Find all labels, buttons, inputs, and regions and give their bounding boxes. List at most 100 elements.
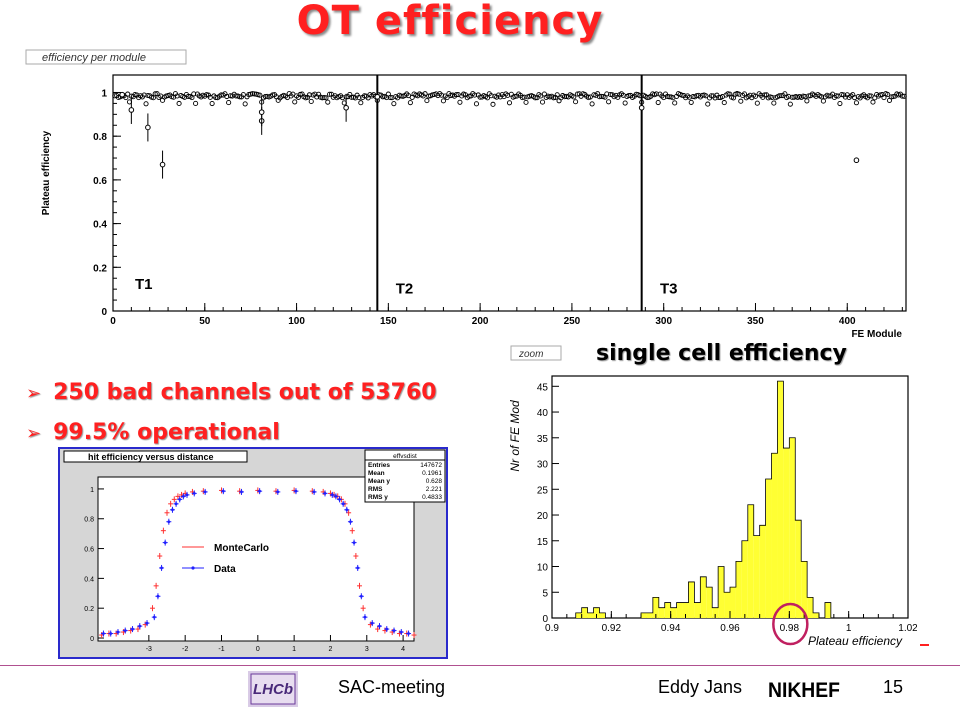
module-point — [804, 98, 810, 104]
outlier-point — [258, 109, 265, 115]
module-point — [141, 92, 147, 98]
y-tick-label: 0.2 — [84, 606, 94, 613]
y-tick-label: 0.4 — [84, 576, 94, 583]
module-point — [506, 100, 513, 106]
module-point — [655, 99, 661, 106]
legend-label: Data — [214, 564, 236, 575]
module-point — [877, 92, 883, 98]
module-point — [125, 91, 131, 97]
outlier-point — [159, 161, 166, 168]
module-point — [820, 98, 826, 104]
data-point — [258, 489, 262, 493]
histogram-bar — [581, 607, 588, 618]
stats-key: Mean y — [368, 478, 390, 485]
module-point — [457, 99, 463, 105]
data-point — [323, 492, 327, 495]
x-tick-label: 1 — [846, 623, 852, 634]
stats-value: 0.628 — [426, 478, 443, 485]
module-point — [484, 95, 491, 101]
bullet-text: 250 bad channels out of 53760 — [53, 380, 437, 405]
data-point — [338, 497, 341, 501]
module-point — [741, 91, 748, 97]
module-point — [226, 100, 232, 106]
module-point — [819, 94, 825, 100]
module-point — [444, 95, 450, 101]
chart-title: efficiency per module — [42, 52, 146, 64]
module-point — [573, 99, 579, 105]
data-point — [276, 490, 280, 494]
x-tick-label: 1 — [292, 646, 296, 653]
module-point — [787, 101, 793, 107]
module-point — [193, 100, 199, 107]
histogram-bar — [682, 602, 689, 618]
module-point — [150, 95, 156, 101]
y-tick-label: 0.2 — [93, 263, 107, 274]
y-tick-label: 30 — [537, 460, 549, 471]
module-point — [325, 99, 331, 105]
histogram-bar — [599, 612, 606, 618]
highlight-circle — [772, 602, 809, 646]
data-point — [131, 627, 134, 631]
y-tick-label: 45 — [537, 382, 549, 393]
y-tick-label: 1 — [90, 487, 94, 494]
y-tick-label: 0 — [101, 307, 107, 318]
module-point — [521, 94, 527, 100]
legend-marker — [191, 566, 195, 570]
module-point — [488, 93, 494, 99]
y-tick-label: 35 — [537, 434, 549, 445]
x-tick-label: 0 — [256, 646, 260, 653]
y-tick-label: 5 — [542, 588, 548, 599]
station-label: T2 — [396, 281, 414, 298]
module-point — [754, 100, 760, 106]
nikhef-logo: NIKHEF — [768, 679, 840, 702]
data-point — [356, 566, 360, 570]
x-tick-label: 200 — [472, 316, 489, 327]
footer-divider — [0, 665, 960, 666]
data-point — [341, 502, 345, 506]
module-point — [539, 99, 546, 105]
x-tick-label: 0.9 — [545, 623, 559, 634]
histogram-bar — [771, 453, 778, 618]
data-point — [109, 632, 113, 635]
module-point — [639, 99, 645, 105]
histogram-bar — [700, 576, 707, 618]
x-axis-label: Plateau efficiency — [808, 634, 903, 648]
histogram-bar — [813, 612, 819, 618]
module-point — [327, 91, 333, 97]
data-point — [334, 494, 338, 498]
y-axis-label: Plateau efficiency — [41, 130, 52, 215]
module-point — [191, 91, 197, 97]
histogram-bar — [658, 607, 665, 618]
data-point — [363, 615, 367, 619]
histogram-bar — [724, 592, 730, 618]
module-point — [472, 92, 478, 98]
module-point — [424, 98, 430, 104]
x-tick-label: 100 — [288, 316, 305, 327]
histogram-bar — [587, 612, 594, 618]
module-point — [679, 92, 685, 98]
x-tick-label: 3 — [365, 646, 369, 653]
data-point — [240, 490, 243, 494]
module-point — [308, 98, 314, 105]
histogram-bar — [670, 607, 677, 618]
data-point — [349, 520, 352, 524]
module-point — [387, 95, 393, 101]
plot-frame — [97, 476, 415, 642]
data-point — [181, 494, 185, 498]
module-point — [512, 93, 518, 99]
y-tick-label: 0.6 — [84, 547, 94, 554]
data-point — [192, 492, 196, 495]
module-point — [453, 92, 459, 98]
lhcb-logo: LHCb — [248, 671, 298, 707]
lhcb-logo-text: LHCb — [253, 681, 293, 698]
data-point — [203, 490, 207, 494]
module-point — [866, 93, 872, 99]
module-point — [262, 93, 268, 100]
histogram-bar — [641, 612, 647, 618]
x-tick-label: 4 — [401, 646, 405, 653]
stats-value: 0.4833 — [422, 494, 442, 501]
x-tick-label: 50 — [199, 316, 211, 327]
stats-box — [364, 449, 446, 503]
module-point — [422, 91, 428, 97]
footer-page-number: 15 — [883, 677, 904, 697]
